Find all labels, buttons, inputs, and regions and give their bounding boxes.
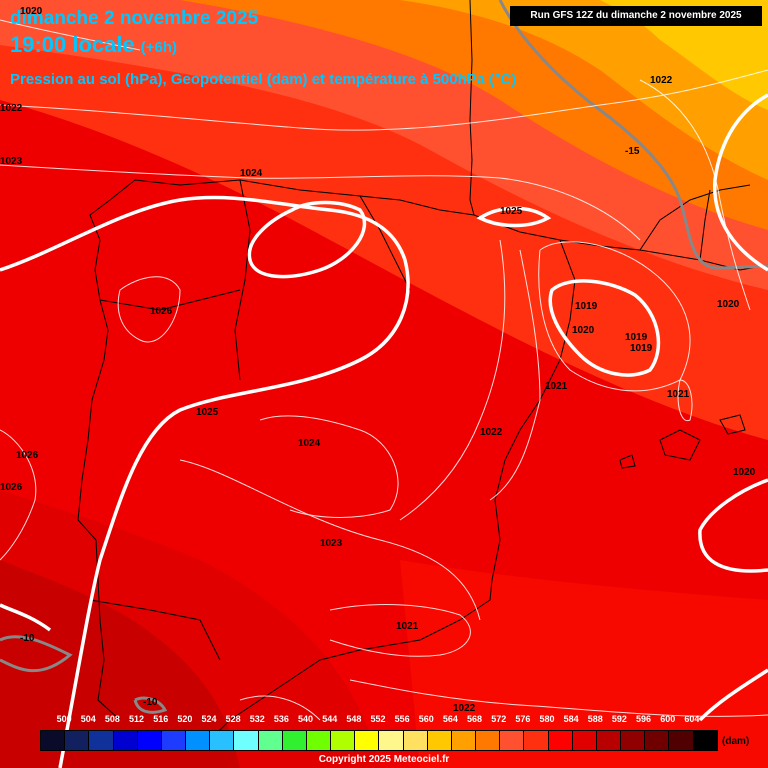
- legend-tick: 536: [273, 714, 289, 724]
- legend-tick: 544: [322, 714, 338, 724]
- legend-swatch: [693, 731, 717, 750]
- pressure-label: 1022: [480, 427, 503, 438]
- pressure-label: 1020: [20, 6, 43, 17]
- legend-swatch: [306, 731, 332, 750]
- legend-tick: 584: [563, 714, 579, 724]
- pressure-label: 1025: [196, 407, 219, 418]
- pressure-label: 1026: [150, 306, 173, 317]
- legend-swatch: [427, 731, 452, 750]
- pressure-label: 1019: [630, 343, 653, 354]
- temperature-label: -15: [625, 146, 640, 157]
- pressure-label: 1026: [0, 482, 23, 493]
- pressure-label: 1021: [667, 389, 690, 400]
- pressure-label: 1020: [733, 467, 756, 478]
- legend-swatch: [331, 731, 356, 750]
- temperature-isolines: [0, 0, 768, 714]
- pressure-label: 1021: [545, 381, 568, 392]
- legend-tick: 572: [491, 714, 507, 724]
- forecast-offset: (+6h): [140, 39, 178, 56]
- copyright: Copyright 2025 Meteociel.fr: [318, 754, 450, 765]
- temperature-label: -10: [20, 633, 35, 644]
- legend-tick: 500: [56, 714, 72, 724]
- pressure-label: 1026: [16, 450, 39, 461]
- legend-tick: 576: [515, 714, 531, 724]
- legend-swatch: [41, 731, 66, 750]
- legend-swatch: [451, 731, 477, 750]
- map-description: Pression au sol (hPa), Geopotentiel (dam…: [10, 71, 517, 88]
- pressure-label: 1025: [500, 206, 523, 217]
- legend-swatch: [137, 731, 162, 750]
- legend-swatch: [403, 731, 428, 750]
- legend-color-bar: [40, 730, 718, 751]
- legend-swatch: [234, 731, 259, 750]
- legend-tick: 532: [249, 714, 265, 724]
- legend-swatch: [113, 731, 138, 750]
- legend-unit: (dam): [722, 736, 750, 747]
- pressure-label: 1022: [453, 703, 476, 714]
- legend-swatch: [282, 731, 307, 750]
- pressure-label: 1024: [298, 438, 321, 449]
- pressure-label: 1020: [572, 325, 595, 336]
- legend-swatch: [161, 731, 187, 750]
- legend-tick: 556: [394, 714, 410, 724]
- legend-tick: 504: [80, 714, 96, 724]
- legend-tick: 540: [298, 714, 314, 724]
- legend-swatch: [210, 731, 235, 750]
- pressure-isobars: [0, 19, 768, 721]
- legend-swatch: [669, 731, 694, 750]
- forecast-date: dimanche 2 novembre 2025: [10, 8, 259, 29]
- pressure-label: 1019: [625, 332, 648, 343]
- legend-swatch: [596, 731, 622, 750]
- temperature-label: -10: [143, 697, 158, 708]
- legend-swatch: [476, 731, 501, 750]
- pressure-label: 1023: [0, 156, 23, 167]
- legend-tick: 588: [587, 714, 603, 724]
- legend-tick: 596: [636, 714, 652, 724]
- pressure-label: 1020: [717, 299, 740, 310]
- pressure-label: 1022: [650, 75, 673, 86]
- pressure-label: 1021: [396, 621, 419, 632]
- legend-tick: 520: [177, 714, 193, 724]
- legend-tick: 580: [539, 714, 555, 724]
- legend-swatch: [524, 731, 549, 750]
- pressure-label: 1022: [0, 103, 23, 114]
- legend-swatch: [379, 731, 404, 750]
- legend-swatch: [572, 731, 597, 750]
- legend-swatch: [621, 731, 646, 750]
- legend-swatch: [355, 731, 380, 750]
- legend-tick: 600: [660, 714, 676, 724]
- legend-tick: 548: [346, 714, 362, 724]
- run-info: Run GFS 12Z du dimanche 2 novembre 2025: [510, 6, 762, 26]
- legend-swatch: [65, 731, 90, 750]
- legend-swatch: [186, 731, 211, 750]
- geopotential-isolines: [0, 93, 768, 768]
- legend-tick: 512: [129, 714, 145, 724]
- forecast-time-label: 19:00 locale: [10, 32, 135, 57]
- legend-swatch: [89, 731, 114, 750]
- pressure-label: 1019: [575, 301, 598, 312]
- pressure-label: 1023: [320, 538, 343, 549]
- legend-swatch: [500, 731, 525, 750]
- legend-tick: 560: [418, 714, 434, 724]
- legend-tick: 568: [467, 714, 483, 724]
- legend-tick: 508: [104, 714, 120, 724]
- legend-tick: 552: [370, 714, 386, 724]
- legend-tick: 564: [442, 714, 458, 724]
- legend-tick: 528: [225, 714, 241, 724]
- legend-swatch: [548, 731, 573, 750]
- forecast-time: 19:00 locale (+6h): [10, 32, 177, 58]
- legend-tick: 524: [201, 714, 217, 724]
- legend-tick-labels: 500 504 508 512 516 520 524 528 532 536 540 544 548 5…: [40, 714, 730, 728]
- legend-swatch: [258, 731, 283, 750]
- legend-tick: 516: [153, 714, 169, 724]
- legend-tick: 604: [684, 714, 700, 724]
- legend-swatch: [645, 731, 670, 750]
- coastlines: [77, 0, 768, 741]
- pressure-label: 1024: [240, 168, 263, 179]
- legend-tick: 592: [611, 714, 627, 724]
